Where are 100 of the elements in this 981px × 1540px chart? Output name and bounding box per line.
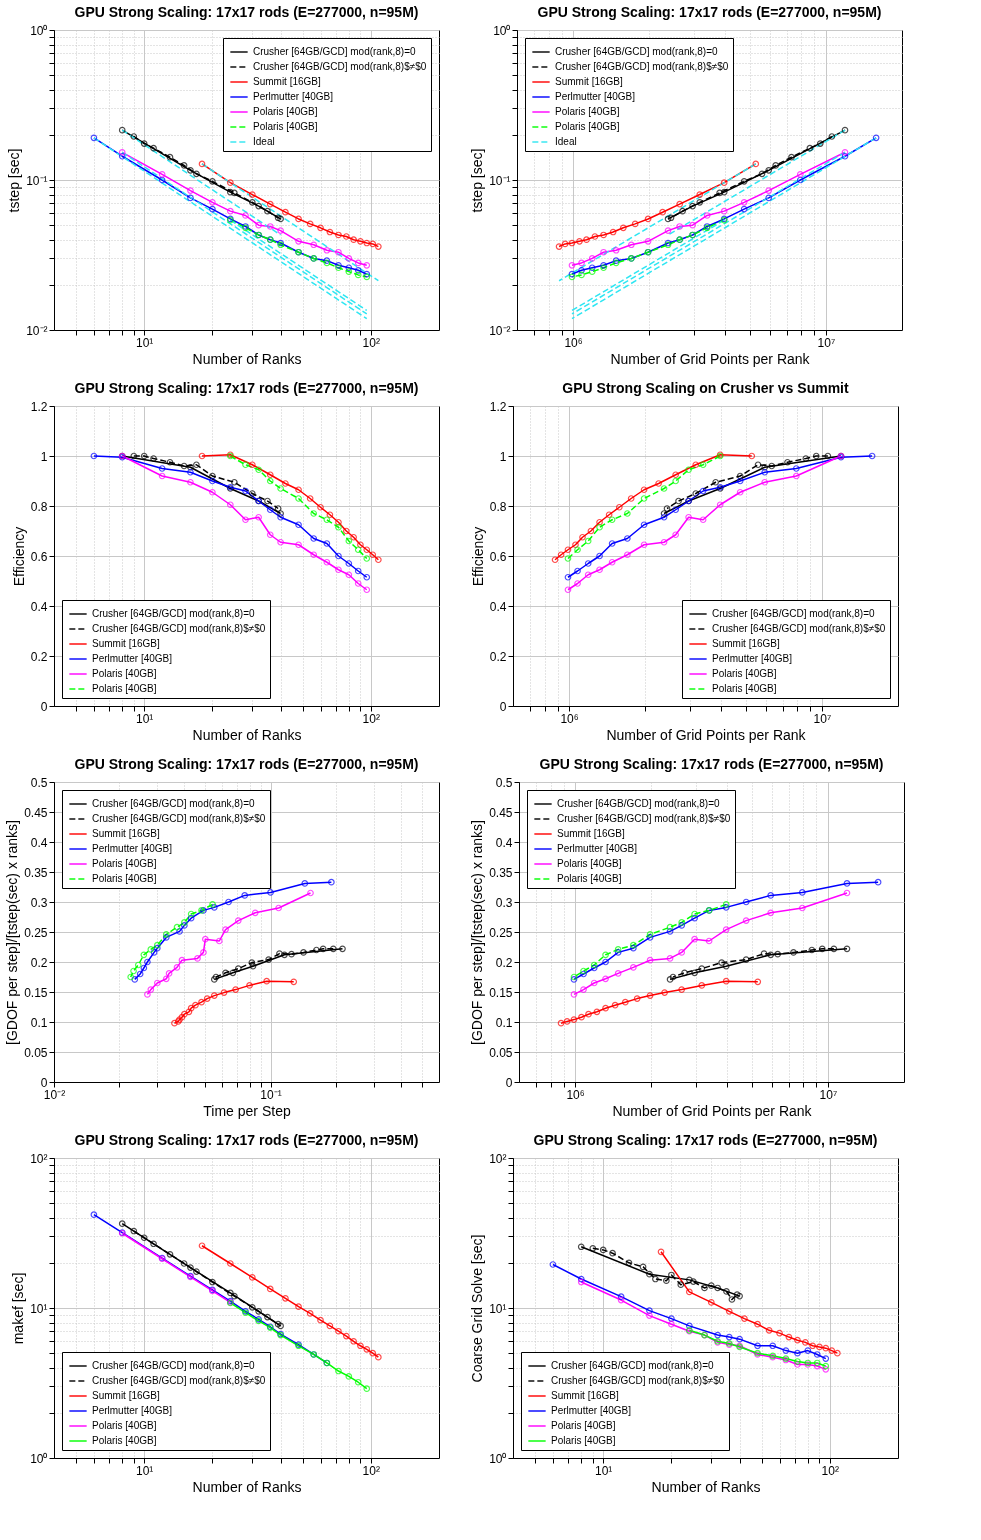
y-tick-label: 10⁻¹ <box>489 173 511 188</box>
y-tick-label: 1 <box>40 449 48 464</box>
y-tick-label: 0.6 <box>489 549 507 564</box>
y-axis-title: Efficiency <box>10 526 27 587</box>
x-tick-label: 10⁶ <box>566 1087 585 1102</box>
x-tick-label: 10¹ <box>136 711 154 726</box>
y-tick-label: 0.2 <box>489 649 507 664</box>
legend-label: Perlmutter [40GB] <box>92 1405 173 1416</box>
y-tick-label: 0.15 <box>489 985 513 1000</box>
legend-label: Summit [16GB] <box>712 638 781 649</box>
legend-label: Crusher [64GB/GCD] mod(rank,8)=0 <box>555 46 718 57</box>
legend-label: Crusher [64GB/GCD] mod(rank,8)=0 <box>712 608 875 619</box>
legend-label: Polaris [40GB] <box>712 668 777 679</box>
legend-label: Crusher [64GB/GCD] mod(rank,8)=0 <box>253 46 416 57</box>
legend-label: Perlmutter [40GB] <box>551 1405 632 1416</box>
chart-title: GPU Strong Scaling: 17x17 rods (E=277000, n=95M) <box>74 1132 419 1148</box>
legend-label: Crusher [64GB/GCD] mod(rank,8)$≠$0 <box>92 623 266 634</box>
x-tick-label: 10⁶ <box>560 711 579 726</box>
legend-label: Polaris [40GB] <box>551 1420 616 1431</box>
y-tick-label: 0 <box>505 1075 513 1090</box>
y-axis-title: [GDOF per step]/[tstep(sec) x ranks] <box>469 820 486 1045</box>
x-axis-title: Number of Ranks <box>192 350 302 367</box>
x-axis-title: Number of Grid Points per Rank <box>612 1102 813 1119</box>
y-tick-label: 10² <box>30 1151 48 1166</box>
y-axis-title: Coarse Grid Solve [sec] <box>469 1234 486 1383</box>
legend-label: Crusher [64GB/GCD] mod(rank,8)=0 <box>92 798 255 809</box>
legend-label: Summit [16GB] <box>551 1390 620 1401</box>
y-axis-title: Efficiency <box>469 526 486 587</box>
chart-title: GPU Strong Scaling: 17x17 rods (E=277000, n=95M) <box>74 380 419 396</box>
y-tick-label: 10⁰ <box>489 1451 507 1466</box>
y-tick-label: 10⁻² <box>489 323 511 338</box>
legend-label: Polaris [40GB] <box>557 873 622 884</box>
y-tick-label: 1.2 <box>489 399 507 414</box>
y-tick-label: 0.4 <box>30 835 48 850</box>
legend-label: Summit [16GB] <box>92 828 161 839</box>
y-tick-label: 0.05 <box>489 1045 513 1060</box>
legend-label: Perlmutter [40GB] <box>253 91 334 102</box>
x-axis-title: Number of Grid Points per Rank <box>606 726 807 743</box>
legend-label: Crusher [64GB/GCD] mod(rank,8)$≠$0 <box>712 623 886 634</box>
y-tick-label: 10¹ <box>30 1301 48 1316</box>
y-tick-label: 10⁰ <box>30 23 48 38</box>
y-tick-label: 10⁰ <box>493 23 511 38</box>
legend-label: Crusher [64GB/GCD] mod(rank,8)$≠$0 <box>557 813 731 824</box>
y-tick-label: 0 <box>40 1075 48 1090</box>
chart-title: GPU Strong Scaling: 17x17 rods (E=277000, n=95M) <box>537 4 882 20</box>
legend-label: Polaris [40GB] <box>712 683 777 694</box>
legend-label: Summit [16GB] <box>253 76 322 87</box>
legend-label: Summit [16GB] <box>92 1390 161 1401</box>
y-tick-label: 0.6 <box>30 549 48 564</box>
y-tick-label: 0.35 <box>24 865 48 880</box>
y-tick-label: 0.1 <box>495 1015 513 1030</box>
legend-label: Polaris [40GB] <box>557 858 622 869</box>
legend-label: Crusher [64GB/GCD] mod(rank,8)$≠$0 <box>92 813 266 824</box>
x-axis-title: Number of Ranks <box>192 1478 302 1495</box>
y-tick-label: 0.4 <box>495 835 513 850</box>
y-tick-label: 0.5 <box>495 775 513 790</box>
y-tick-label: 1 <box>499 449 507 464</box>
legend-label: Polaris [40GB] <box>253 121 318 132</box>
y-axis-title: tstep [sec] <box>469 148 486 213</box>
legend-label: Perlmutter [40GB] <box>555 91 636 102</box>
legend-label: Perlmutter [40GB] <box>557 843 638 854</box>
x-axis-title: Time per Step <box>203 1102 291 1119</box>
x-tick-label: 10² <box>362 335 380 350</box>
y-tick-label: 0 <box>40 699 48 714</box>
y-tick-label: 0.35 <box>489 865 513 880</box>
legend-label: Crusher [64GB/GCD] mod(rank,8)$≠$0 <box>551 1375 725 1386</box>
y-tick-label: 0.05 <box>24 1045 48 1060</box>
y-tick-label: 0.45 <box>24 805 48 820</box>
y-tick-label: 0.2 <box>30 955 48 970</box>
x-axis-title: Number of Ranks <box>192 726 302 743</box>
y-tick-label: 10¹ <box>489 1301 507 1316</box>
x-tick-label: 10⁷ <box>817 335 836 350</box>
x-tick-label: 10² <box>362 1463 380 1478</box>
legend-label: Polaris [40GB] <box>92 1435 157 1446</box>
x-axis-title: Number of Grid Points per Rank <box>610 350 811 367</box>
legend-label: Summit [16GB] <box>557 828 626 839</box>
y-tick-label: 10⁰ <box>30 1451 48 1466</box>
legend-label: Polaris [40GB] <box>551 1435 616 1446</box>
x-tick-label: 10¹ <box>136 335 154 350</box>
y-axis-title: makef [sec] <box>10 1272 27 1345</box>
legend-label: Polaris [40GB] <box>555 106 620 117</box>
y-tick-label: 0.1 <box>30 1015 48 1030</box>
x-axis-title: Number of Ranks <box>651 1478 761 1495</box>
legend-label: Perlmutter [40GB] <box>92 843 173 854</box>
x-tick-label: 10⁻¹ <box>260 1087 282 1102</box>
y-tick-label: 0.25 <box>489 925 513 940</box>
y-tick-label: 0.5 <box>30 775 48 790</box>
legend-label: Ideal <box>555 136 577 147</box>
legend-label: Crusher [64GB/GCD] mod(rank,8)$≠$0 <box>92 1375 266 1386</box>
chart-title: GPU Strong Scaling: 17x17 rods (E=277000, n=95M) <box>533 1132 878 1148</box>
x-tick-label: 10⁷ <box>819 1087 838 1102</box>
y-tick-label: 0.3 <box>30 895 48 910</box>
y-tick-label: 0.25 <box>24 925 48 940</box>
x-tick-label: 10⁷ <box>813 711 832 726</box>
y-axis-title: [GDOF per step]/[tstep(sec) x ranks] <box>4 820 21 1045</box>
legend-label: Polaris [40GB] <box>92 668 157 679</box>
legend-label: Summit [16GB] <box>555 76 624 87</box>
legend-label: Polaris [40GB] <box>92 683 157 694</box>
legend-label: Crusher [64GB/GCD] mod(rank,8)$≠$0 <box>555 61 729 72</box>
legend-label: Crusher [64GB/GCD] mod(rank,8)=0 <box>551 1360 714 1371</box>
